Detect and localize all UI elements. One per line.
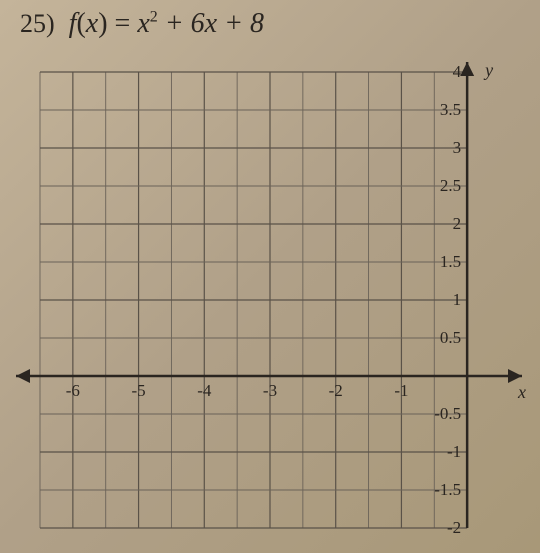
equation-x2: x (137, 8, 149, 39)
svg-text:-1: -1 (394, 381, 408, 400)
svg-text:-2: -2 (447, 518, 461, 537)
svg-text:-6: -6 (66, 381, 80, 400)
problem-number: 25) (20, 9, 55, 38)
problem-header: 25) f(x) = x2 + 6x + 8 (20, 8, 264, 40)
rparen: ) (98, 8, 107, 39)
svg-text:-3: -3 (263, 381, 277, 400)
svg-text:3.5: 3.5 (440, 100, 461, 119)
svg-text:2: 2 (453, 214, 462, 233)
svg-text:-4: -4 (197, 381, 212, 400)
svg-text:-0.5: -0.5 (434, 404, 461, 423)
svg-text:1: 1 (453, 290, 462, 309)
equation-x1: x (86, 8, 98, 39)
svg-text:2.5: 2.5 (440, 176, 461, 195)
equation-rest: + 6x + 8 (158, 8, 264, 39)
svg-text:-1.5: -1.5 (434, 480, 461, 499)
svg-text:-5: -5 (131, 381, 145, 400)
equation-sq: 2 (150, 9, 158, 26)
svg-text:3: 3 (453, 138, 462, 157)
svg-text:-1: -1 (447, 442, 461, 461)
svg-text:1.5: 1.5 (440, 252, 461, 271)
svg-text:4: 4 (453, 62, 462, 81)
svg-text:0.5: 0.5 (440, 328, 461, 347)
svg-text:x: x (517, 382, 526, 402)
svg-text:-2: -2 (329, 381, 343, 400)
lparen: ( (76, 8, 85, 39)
equals: = (108, 8, 138, 39)
coordinate-grid: -6 -5 -4 -3 -2 -1 4 3.5 3 2.5 2 1.5 1 0.5 -0.5 -1 -1.5 -2… (10, 60, 530, 540)
svg-text:y: y (483, 60, 493, 80)
